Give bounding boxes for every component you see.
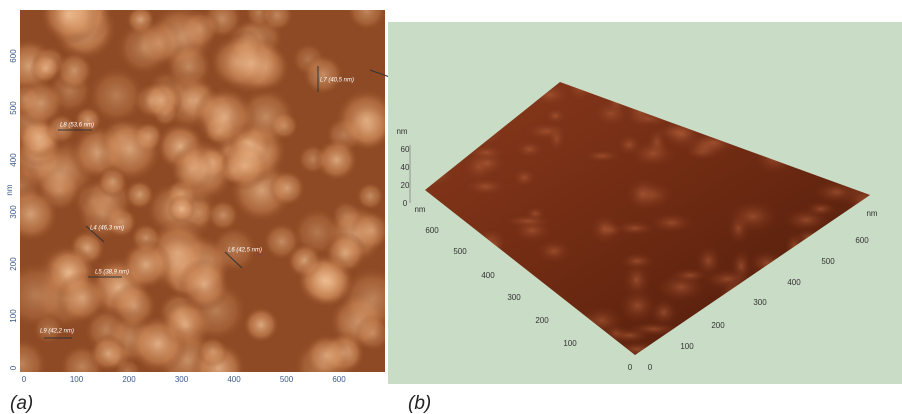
grain — [649, 298, 678, 326]
grain — [804, 201, 837, 217]
right-tick-label: 300 — [753, 298, 767, 307]
grain — [726, 199, 780, 234]
measure-label: L6 (42,5 nm) — [228, 248, 262, 254]
grain — [178, 258, 232, 312]
measure-label: L8 (53,6 nm) — [60, 123, 94, 129]
grain — [648, 212, 695, 234]
y-tick-label: 200 — [9, 257, 18, 271]
z-tick-label: 20 — [401, 181, 410, 190]
grain — [30, 52, 62, 84]
y-tick-label: 600 — [9, 49, 18, 63]
grain — [132, 81, 171, 120]
grain — [618, 252, 657, 270]
panel-label: (a) — [10, 393, 33, 414]
right-axis-label: nm — [866, 209, 877, 218]
grain — [354, 314, 392, 352]
y-tick-label: 100 — [9, 309, 18, 323]
y-axis-label: nm — [5, 184, 14, 195]
y-tick-label: 500 — [9, 101, 18, 115]
grain — [461, 176, 510, 197]
z-tick-label: 40 — [401, 163, 410, 172]
y-tick-label: 400 — [9, 153, 18, 167]
x-tick-label: 600 — [332, 375, 346, 384]
right-tick-label: 200 — [711, 321, 725, 330]
right-tick-label: 600 — [855, 236, 869, 245]
grain — [169, 147, 214, 192]
figure: L1 (26,3 nm)L2 (47,3 nm)L3 (50,6 nm)L4 (… — [0, 0, 902, 414]
grain — [581, 149, 622, 163]
grain — [97, 166, 129, 198]
left-tick-label: 300 — [507, 293, 521, 302]
x-tick-label: 500 — [280, 375, 294, 384]
grain — [260, 0, 294, 32]
z-tick-label: 60 — [401, 145, 410, 154]
left-tick-label: 400 — [481, 271, 495, 280]
grain — [296, 251, 354, 309]
grain — [304, 332, 350, 378]
x-tick-label: 400 — [227, 375, 241, 384]
grain — [120, 238, 173, 291]
y-tick-label: 300 — [9, 205, 18, 219]
z-tick-label: 0 — [403, 199, 408, 208]
grain — [521, 121, 571, 142]
x-tick-label: 0 — [22, 375, 27, 384]
left-tick-label: 100 — [563, 339, 577, 348]
right-tick-label: 100 — [680, 342, 694, 351]
measure-label: L7 (40,5 nm) — [320, 78, 354, 84]
grain — [588, 212, 621, 246]
left-tick-label: 200 — [535, 316, 549, 325]
grain — [167, 195, 196, 224]
grain — [124, 179, 155, 210]
grain — [75, 187, 130, 242]
panel-label: (b) — [408, 393, 431, 414]
x-tick-label: 100 — [70, 375, 84, 384]
right-tick-label: 500 — [821, 257, 835, 266]
grain — [115, 19, 173, 77]
x-tick-label: 300 — [175, 375, 189, 384]
right-tick-label: 400 — [787, 278, 801, 287]
grain — [500, 214, 556, 228]
left-tick-label: 0 — [628, 363, 633, 372]
left-tick-label: 600 — [425, 226, 439, 235]
grain — [669, 267, 710, 283]
measure-label: L5 (38,9 nm) — [95, 270, 129, 276]
y-tick-label: 0 — [9, 365, 18, 370]
measure-label: L4 (46,3 nm) — [90, 226, 124, 232]
grain — [624, 176, 661, 213]
right-tick-label: 0 — [648, 363, 653, 372]
grain — [217, 29, 285, 97]
grain — [197, 335, 229, 367]
x-tick-label: 200 — [122, 375, 136, 384]
grain — [301, 53, 344, 96]
left-axis-label: nm — [414, 205, 425, 214]
z-axis-label: nm — [396, 127, 407, 136]
measure-label: L9 (42,2 nm) — [40, 329, 74, 335]
grain — [511, 167, 538, 189]
grain — [513, 139, 546, 159]
grain — [45, 113, 77, 145]
left-tick-label: 500 — [453, 247, 467, 256]
